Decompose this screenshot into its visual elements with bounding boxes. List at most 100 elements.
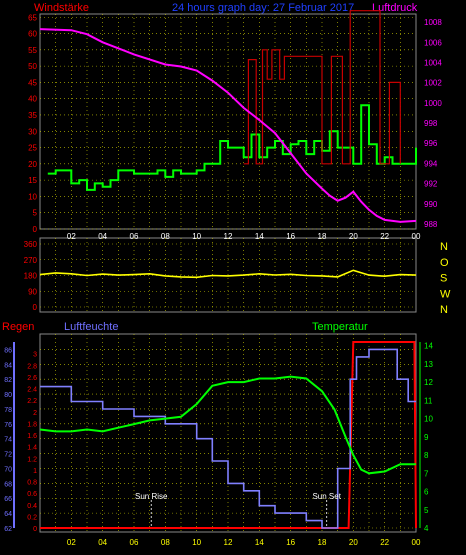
x-tick-label: 16 <box>286 232 295 241</box>
humidity-tick-label: 68 <box>4 481 12 488</box>
x-tick-label: 18 <box>318 232 327 241</box>
temperature-tick-label: 12 <box>424 378 433 387</box>
x-tick-label: 00 <box>412 538 421 547</box>
wind-series-line <box>47 104 417 191</box>
wind-tick-label: 40 <box>28 95 37 104</box>
direction-compass-label: N <box>440 304 448 316</box>
wind-tick-label: 0 <box>33 225 38 234</box>
temperature-axis-label: Temperatur <box>312 321 368 333</box>
temperature-series-line <box>39 375 416 475</box>
pressure-tick-label: 1008 <box>424 18 442 27</box>
humidity-tick-label: 74 <box>4 437 12 444</box>
pressure-tick-label: 1000 <box>424 99 442 108</box>
x-tick-label: 02 <box>67 232 76 241</box>
direction-compass-label: O <box>440 257 449 269</box>
temperature-tick-label: 8 <box>424 451 429 460</box>
humidity-tick-label: 84 <box>4 362 12 369</box>
x-tick-label: 14 <box>255 538 264 547</box>
x-tick-label: 20 <box>349 232 358 241</box>
rain-tick-label: 0.4 <box>27 503 37 510</box>
humidity-tick-label: 80 <box>4 392 12 399</box>
direction-compass-label: N <box>440 241 448 253</box>
rain-tick-label: 3 <box>33 352 37 359</box>
wind-tick-label: 45 <box>28 78 37 87</box>
x-tick-label: 16 <box>286 538 295 547</box>
x-tick-label: 10 <box>192 538 201 547</box>
humidity-tick-label: 64 <box>4 511 12 518</box>
pressure-tick-label: 1006 <box>424 38 442 47</box>
direction-tick-label: 180 <box>24 272 38 281</box>
gust-series-line <box>243 10 401 165</box>
x-tick-label: 10 <box>192 232 201 241</box>
chart-title: 24 hours graph day: 27 Februar 2017 <box>172 2 354 14</box>
humidity-tick-label: 86 <box>4 347 12 354</box>
wind-tick-label: 50 <box>28 62 37 71</box>
humidity-tick-label: 72 <box>4 452 12 459</box>
temperature-tick-label: 14 <box>424 342 433 351</box>
rain-tick-label: 2.2 <box>27 398 37 405</box>
rain-axis-label: Regen <box>2 321 34 333</box>
x-tick-label: 04 <box>98 538 107 547</box>
wind-tick-label: 25 <box>28 144 37 153</box>
rain-tick-label: 1 <box>33 468 37 475</box>
direction-compass-label: W <box>440 288 451 300</box>
x-tick-label: 18 <box>318 538 327 547</box>
humidity-tick-label: 78 <box>4 407 12 414</box>
temperature-tick-label: 11 <box>424 396 433 405</box>
temperature-tick-label: 13 <box>424 360 433 369</box>
humidity-series-line <box>40 348 416 529</box>
x-tick-label: 02 <box>67 538 76 547</box>
x-tick-label: 20 <box>349 538 358 547</box>
rain-tick-label: 1.8 <box>27 421 37 428</box>
direction-tick-label: 0 <box>33 303 38 312</box>
direction-series-line <box>39 269 417 279</box>
x-tick-label: 22 <box>380 538 389 547</box>
rain-tick-label: 1.6 <box>27 433 37 440</box>
rain-tick-label: 0 <box>33 526 37 533</box>
x-tick-label: 12 <box>224 232 233 241</box>
direction-compass-label: S <box>440 273 447 285</box>
sunrise-label: Sun Rise <box>135 492 168 501</box>
temperature-tick-label: 7 <box>424 469 429 478</box>
humidity-axis-label: Luftfeuchte <box>64 321 118 333</box>
temperature-tick-label: 9 <box>424 433 429 442</box>
rain-tick-label: 0.6 <box>27 491 37 498</box>
temperature-tick-label: 10 <box>424 415 433 424</box>
pressure-axis-label: Luftdruck <box>372 2 418 14</box>
x-tick-label: 06 <box>130 232 139 241</box>
humidity-tick-label: 76 <box>4 422 12 429</box>
humidity-tick-label: 70 <box>4 466 12 473</box>
rain-tick-label: 1.2 <box>27 456 37 463</box>
pressure-tick-label: 992 <box>424 180 438 189</box>
x-tick-label: 04 <box>98 232 107 241</box>
wind-tick-label: 55 <box>28 46 37 55</box>
x-tick-label: 22 <box>380 232 389 241</box>
wind-axis-label: Windstärke <box>34 2 89 14</box>
temperature-tick-label: 4 <box>424 524 429 533</box>
wind-tick-label: 30 <box>28 127 37 136</box>
pressure-tick-label: 1002 <box>424 79 442 88</box>
rain-tick-label: 0.2 <box>27 514 37 521</box>
direction-tick-label: 270 <box>24 256 38 265</box>
direction-tick-label: 90 <box>28 287 37 296</box>
temperature-tick-label: 5 <box>424 506 429 515</box>
rain-tick-label: 1.4 <box>27 445 37 452</box>
pressure-tick-label: 990 <box>424 200 438 209</box>
humidity-tick-label: 82 <box>4 377 12 384</box>
pressure-series-line <box>39 28 417 223</box>
wind-tick-label: 10 <box>28 192 37 201</box>
pressure-tick-label: 988 <box>424 220 438 229</box>
x-tick-label: 08 <box>161 538 170 547</box>
rain-tick-label: 2.8 <box>27 363 37 370</box>
direction-tick-label: 360 <box>24 240 38 249</box>
rain-tick-label: 2 <box>33 410 37 417</box>
wind-tick-label: 60 <box>28 30 37 39</box>
rain-tick-label: 2.4 <box>27 387 37 394</box>
pressure-tick-label: 994 <box>424 159 438 168</box>
wind-tick-label: 5 <box>33 209 38 218</box>
pressure-tick-label: 1004 <box>424 58 442 67</box>
temperature-tick-label: 6 <box>424 488 429 497</box>
x-tick-label: 14 <box>255 232 264 241</box>
rain-tick-label: 2.6 <box>27 375 37 382</box>
